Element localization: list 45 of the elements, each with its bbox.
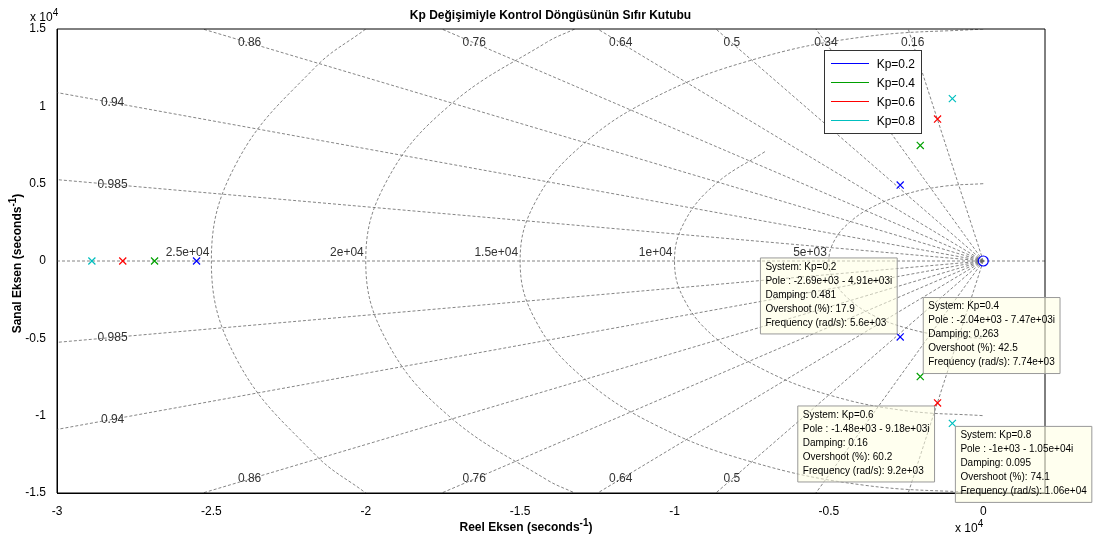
series-label: 1e+04 — [638, 245, 673, 260]
annotation: System: Kp=0.6 Pole : -1.48e+03 - 9.18e+03i Damping: 0.16 Overshoot (%): 60.2 Frequency (rad/s): 9.2e+03 — [802, 408, 930, 476]
series-label: 0.64 — [609, 35, 633, 50]
series-label: 0.985 — [97, 329, 128, 344]
series-label: 0.5 — [723, 35, 741, 50]
series-label: 0.86 — [237, 35, 262, 50]
series-label: 0.86 — [237, 471, 262, 486]
text: x 10$^{4}$ — [955, 518, 984, 535]
series-label: 0.76 — [462, 35, 487, 50]
series-label: 0.985 — [97, 176, 128, 191]
legend-label: Kp=0.8 — [876, 113, 915, 128]
x-tick-label: -2.5 — [201, 503, 223, 518]
x-tick-label: 0 — [979, 503, 987, 518]
y-tick-label: 1 — [39, 98, 47, 113]
series-label: 0.64 — [609, 471, 633, 486]
x-axis-title: Reel Eksen (seconds$^{-1}$) — [459, 517, 593, 534]
series-label: 0.5 — [723, 471, 741, 486]
series-label: 0.16 — [901, 35, 925, 50]
y-tick-label: -1 — [35, 407, 47, 422]
series-label: 0.94 — [100, 94, 125, 109]
series-label: 2.5e+04 — [165, 245, 210, 260]
series-label: 2e+04 — [330, 245, 365, 260]
series-label: 1.5e+04 — [474, 245, 519, 260]
legend-label: Kp=0.6 — [876, 94, 915, 109]
x-tick-label: -1.5 — [509, 503, 531, 518]
y-tick-label: -0.5 — [25, 330, 47, 345]
series-label: 0.34 — [814, 35, 838, 50]
x-tick-label: -2 — [360, 503, 372, 518]
text: x 10$^{4}$ — [30, 7, 59, 24]
series-label: 5e+03 — [793, 245, 828, 260]
annotation: System: Kp=0.4 Pole : -2.04e+03 - 7.47e+03i Damping: 0.263 Overshoot (%): 42.5 Frequency (rad/s): 7.74e+03 — [928, 300, 1056, 368]
y-tick-label: 0 — [39, 253, 47, 268]
y-tick-label: -1.5 — [25, 485, 47, 500]
series-label: 0.94 — [100, 411, 125, 426]
annotation: System: Kp=0.8 Pole : -1e+03 - 1.05e+04i Damping: 0.095 Overshoot (%): 74.1 Frequency (rad/s): 1.06e+04 — [960, 429, 1088, 497]
series-label: 0.76 — [462, 471, 487, 486]
x-tick-label: -3 — [51, 503, 63, 518]
x-tick-label: -1 — [669, 503, 681, 518]
x-tick-label: -0.5 — [818, 503, 840, 518]
y-tick-label: 0.5 — [29, 175, 47, 190]
annotation: System: Kp=0.2 Pole : -2.69e+03 - 4.91e+03i Damping: 0.481 Overshoot (%): 17.9 Frequency (rad/s): 5.6e+03 — [765, 260, 893, 328]
chart-title: Kp Değişimiyle Kontrol Döngüsünün Sıfır Kutubu — [409, 8, 692, 22]
legend-label: Kp=0.4 — [876, 75, 915, 90]
y-tick-label: 1.5 — [29, 21, 47, 36]
legend-label: Kp=0.2 — [876, 56, 915, 71]
